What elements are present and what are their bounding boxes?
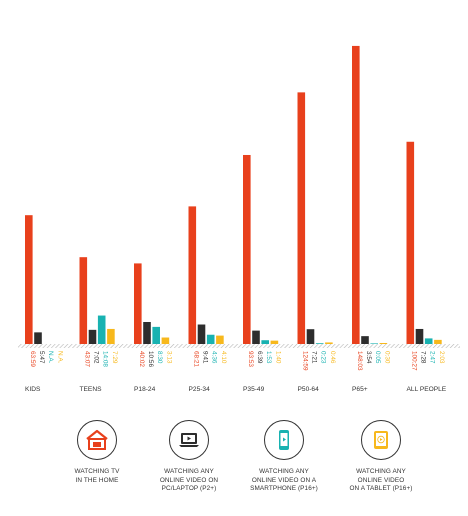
data-label: 1:53 [265, 351, 272, 364]
data-label: 7:02 [93, 351, 100, 364]
bar [34, 332, 42, 344]
bar [206, 334, 215, 344]
bar [352, 45, 360, 345]
data-label: 7:28 [420, 351, 427, 364]
bar [325, 342, 333, 344]
category-label: P35-49 [243, 386, 265, 393]
category-label: P18-24 [134, 386, 156, 393]
data-label: N.A. [47, 351, 54, 364]
baseline-band [18, 344, 460, 348]
bar [297, 92, 306, 344]
data-label: 2:47 [429, 351, 436, 364]
legend-item-tv: WATCHING TV IN THE HOME [42, 420, 152, 485]
bar [143, 321, 151, 344]
legend-item-smartphone: WATCHING ANY ONLINE VIDEO ON A SMARTPHON… [229, 420, 339, 494]
bar [88, 329, 97, 344]
bar [370, 343, 378, 344]
data-label: 5:47 [38, 351, 45, 364]
bar [252, 330, 260, 344]
legend-label-pc: WATCHING ANY ONLINE VIDEO ON PC/LAPTOP (… [159, 468, 219, 493]
data-label: 93:53 [247, 351, 254, 367]
legend-label-smartphone: WATCHING ANY ONLINE VIDEO ON A SMARTPHON… [250, 468, 318, 493]
bar [79, 257, 88, 344]
data-label: 9:41 [202, 351, 209, 364]
data-label: 148:03 [356, 351, 363, 371]
data-label: 40:02 [138, 351, 145, 367]
smartphone-play-icon [264, 420, 304, 460]
bar [243, 154, 251, 344]
category-label: TEENS [80, 386, 103, 393]
tablet-play-icon [361, 420, 401, 460]
data-label: 124:59 [301, 351, 308, 371]
bar [424, 338, 433, 344]
data-label: 0:23 [320, 351, 327, 364]
data-label: 43:07 [83, 351, 90, 367]
category-label: P25-34 [189, 386, 211, 393]
data-label: 7:21 [311, 351, 318, 364]
legend-label-tv: WATCHING TV IN THE HOME [74, 468, 120, 484]
bar [134, 263, 142, 344]
category-label: P65+ [352, 386, 368, 393]
category-label: KIDS [25, 386, 41, 393]
bar [415, 328, 424, 344]
data-label: 10:56 [147, 351, 154, 367]
data-label: 7:29 [111, 351, 118, 364]
data-label: N.A. [56, 351, 63, 364]
bar [315, 343, 324, 344]
data-label: 8:30 [156, 351, 163, 364]
data-label: 0:05 [374, 351, 381, 364]
bar [261, 340, 269, 344]
bar [270, 340, 279, 344]
bar [197, 324, 206, 344]
bar [216, 335, 224, 344]
laptop-play-icon [169, 420, 209, 460]
bar [361, 336, 369, 344]
category-label: P50-64 [298, 386, 320, 393]
bar [406, 141, 415, 344]
data-label: 3:54 [365, 351, 372, 364]
tv-house-icon [77, 420, 117, 460]
data-label: 2:03 [438, 351, 445, 364]
bar [434, 339, 442, 344]
data-label: 1:40 [274, 351, 281, 364]
bar [306, 329, 315, 344]
legend-label-tablet: WATCHING ANY ONLINE VIDEO ON A TABLET (P… [349, 468, 413, 493]
legend-item-tablet: WATCHING ANY ONLINE VIDEO ON A TABLET (P… [326, 420, 436, 494]
data-label: 63:59 [29, 351, 36, 367]
bar [161, 337, 170, 344]
bar [97, 315, 106, 344]
data-label: 0:46 [329, 351, 336, 364]
bar [188, 206, 197, 344]
data-label: 4:36 [211, 351, 218, 364]
bar [152, 326, 160, 344]
data-label: 0:30 [383, 351, 390, 364]
data-label: 68:21 [192, 351, 199, 367]
data-label: 6:39 [256, 351, 263, 364]
bar [25, 215, 33, 344]
data-label: 3:13 [165, 351, 172, 364]
data-label: 4:10 [220, 351, 227, 364]
data-label: 100:27 [410, 351, 417, 371]
chart-legend: WATCHING TV IN THE HOME WATCHING ANY ONL… [0, 420, 468, 516]
bar [379, 342, 388, 344]
category-label: ALL PEOPLE [407, 386, 447, 393]
data-label: 14:08 [102, 351, 109, 367]
legend-item-pc: WATCHING ANY ONLINE VIDEO ON PC/LAPTOP (… [134, 420, 244, 494]
bar [107, 328, 115, 344]
